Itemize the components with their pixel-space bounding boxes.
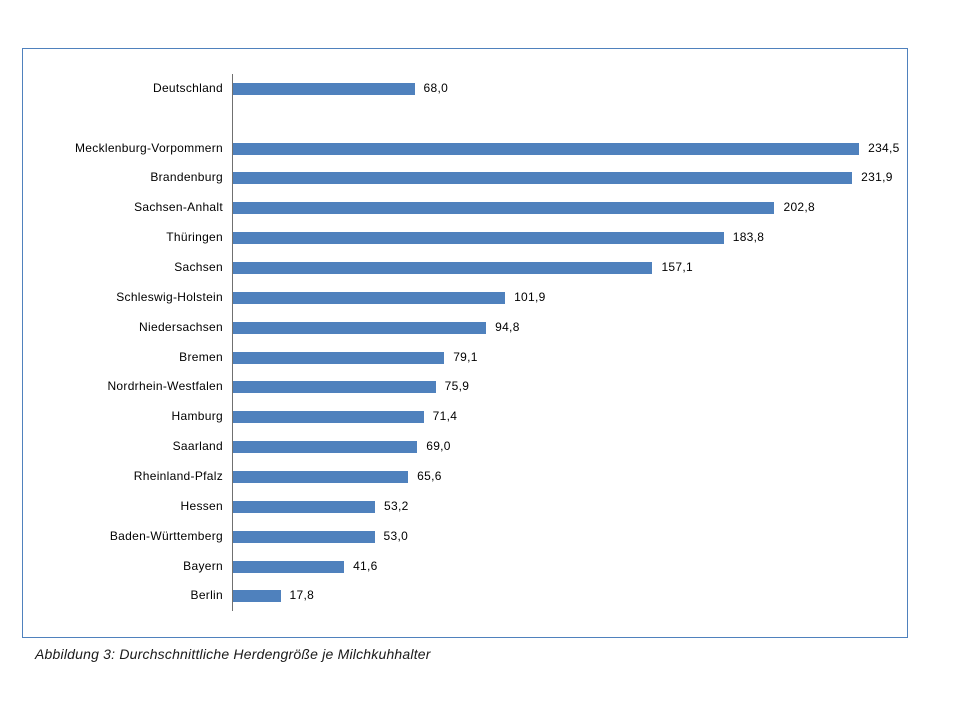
category-label: Sachsen — [174, 260, 223, 275]
bar — [233, 232, 724, 245]
chart-frame: Deutschland 68,0 Mecklenburg-Vorpommern 234… — [22, 48, 908, 638]
bar — [233, 202, 775, 215]
category-label: Brandenburg — [150, 170, 223, 185]
value-label: 234,5 — [868, 140, 900, 155]
bar — [233, 142, 860, 155]
bar — [233, 381, 436, 394]
bar — [233, 441, 418, 454]
value-label: 53,0 — [383, 528, 409, 543]
value-label: 69,0 — [426, 439, 451, 454]
bar — [233, 590, 281, 603]
bar — [233, 262, 653, 275]
bar — [233, 82, 415, 95]
value-label: 183,8 — [732, 230, 765, 245]
category-label: Hessen — [180, 498, 223, 513]
bar — [233, 321, 487, 334]
value-label: 157,1 — [661, 260, 693, 275]
category-label: Bayern — [183, 558, 223, 573]
category-label: Mecklenburg-Vorpommern — [75, 140, 223, 155]
bar — [233, 560, 345, 573]
value-label: 231,9 — [861, 170, 893, 185]
category-label: Deutschland — [152, 80, 223, 95]
category-label: Thüringen — [166, 230, 223, 245]
category-label: Sachsen-Anhalt — [134, 200, 223, 215]
bar — [233, 470, 409, 483]
bar — [233, 291, 506, 304]
value-label: 41,6 — [353, 558, 378, 573]
bar — [233, 411, 424, 424]
category-label: Bremen — [179, 349, 223, 364]
value-label: 68,0 — [423, 80, 449, 95]
value-label: 75,9 — [444, 379, 470, 394]
value-label: 17,8 — [289, 588, 315, 603]
category-label: Niedersachsen — [139, 319, 223, 334]
category-label: Baden-Württemberg — [109, 528, 223, 543]
category-label: Berlin — [190, 588, 223, 603]
value-label: 71,4 — [432, 409, 458, 424]
bar — [233, 351, 445, 364]
figure-caption: Abbildung 3: Durchschnittliche Herdengrö… — [35, 646, 431, 662]
value-label: 101,9 — [514, 289, 546, 304]
category-label: Nordrhein-Westfalen — [107, 379, 223, 394]
bar-chart-plot-area: Deutschland 68,0 Mecklenburg-Vorpommern 234… — [23, 49, 907, 637]
value-label: 94,8 — [495, 319, 520, 334]
category-axis-line — [232, 74, 233, 611]
value-label: 65,6 — [417, 468, 442, 483]
bar — [233, 172, 853, 185]
bar — [233, 530, 375, 543]
category-label: Schleswig-Holstein — [116, 289, 223, 304]
bar — [233, 500, 376, 513]
category-label: Hamburg — [171, 409, 223, 424]
category-label: Rheinland-Pfalz — [133, 468, 223, 483]
value-label: 202,8 — [783, 200, 815, 215]
category-label: Saarland — [172, 439, 223, 454]
value-label: 53,2 — [384, 498, 409, 513]
value-label: 79,1 — [453, 349, 478, 364]
